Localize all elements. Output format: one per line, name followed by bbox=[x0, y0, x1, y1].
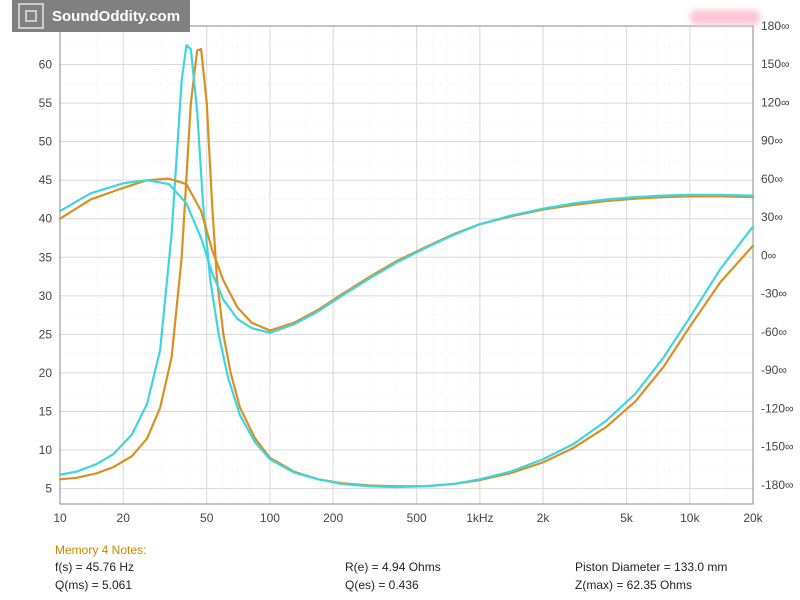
notes-row: f(s) = 45.76 Hz R(e) = 4.94 Ohms Piston … bbox=[55, 559, 795, 576]
svg-text:10k: 10k bbox=[680, 511, 700, 525]
svg-text:20: 20 bbox=[117, 511, 131, 525]
logo-square-icon bbox=[18, 3, 44, 29]
notes-cell: Q(es) = 0.436 bbox=[345, 577, 575, 594]
svg-text:50: 50 bbox=[39, 135, 53, 149]
svg-text:20: 20 bbox=[39, 366, 53, 380]
svg-text:0∞: 0∞ bbox=[761, 248, 776, 262]
memory-notes: Memory 4 Notes: f(s) = 45.76 Hz R(e) = 4… bbox=[55, 542, 795, 594]
svg-text:30: 30 bbox=[39, 289, 53, 303]
chart-svg: 10 20 50 100 200 500 1kHz 2k 5k 10k 20k 5 10 15 20 25 30… bbox=[5, 4, 795, 598]
svg-text:5k: 5k bbox=[620, 511, 634, 525]
svg-text:200: 200 bbox=[323, 511, 343, 525]
svg-text:30∞: 30∞ bbox=[761, 210, 783, 224]
svg-text:45: 45 bbox=[39, 173, 53, 187]
notes-cell: Q(ms) = 5.061 bbox=[55, 577, 345, 594]
notes-title: Memory 4 Notes: bbox=[55, 542, 795, 559]
watermark-logo: SoundOddity.com bbox=[12, 0, 190, 32]
impedance-phase-chart: 10 20 50 100 200 500 1kHz 2k 5k 10k 20k 5 10 15 20 25 30… bbox=[5, 4, 795, 598]
svg-text:15: 15 bbox=[39, 404, 53, 418]
svg-text:10: 10 bbox=[53, 511, 67, 525]
svg-text:-30∞: -30∞ bbox=[761, 287, 787, 301]
svg-text:60: 60 bbox=[39, 58, 53, 72]
svg-text:60∞: 60∞ bbox=[761, 172, 783, 186]
svg-text:5: 5 bbox=[45, 482, 52, 496]
notes-cell: Piston Diameter = 133.0 mm bbox=[575, 559, 795, 576]
svg-text:1kHz: 1kHz bbox=[466, 511, 493, 525]
svg-text:50: 50 bbox=[200, 511, 214, 525]
svg-text:40: 40 bbox=[39, 212, 53, 226]
svg-text:90∞: 90∞ bbox=[761, 134, 783, 148]
svg-text:55: 55 bbox=[39, 96, 53, 110]
notes-cell: f(s) = 45.76 Hz bbox=[55, 559, 345, 576]
svg-text:25: 25 bbox=[39, 327, 53, 341]
notes-row: Q(ms) = 5.061 Q(es) = 0.436 Z(max) = 62.… bbox=[55, 577, 795, 594]
svg-text:-60∞: -60∞ bbox=[761, 325, 787, 339]
svg-text:20k: 20k bbox=[743, 511, 763, 525]
svg-text:100: 100 bbox=[260, 511, 280, 525]
watermark-text: SoundOddity.com bbox=[52, 8, 180, 25]
svg-text:180∞: 180∞ bbox=[761, 19, 790, 33]
svg-text:-90∞: -90∞ bbox=[761, 363, 787, 377]
notes-cell: Z(max) = 62.35 Ohms bbox=[575, 577, 795, 594]
svg-text:500: 500 bbox=[407, 511, 427, 525]
notes-cell: R(e) = 4.94 Ohms bbox=[345, 559, 575, 576]
svg-text:2k: 2k bbox=[537, 511, 551, 525]
svg-text:120∞: 120∞ bbox=[761, 95, 790, 109]
svg-text:35: 35 bbox=[39, 250, 53, 264]
redaction-blob bbox=[690, 10, 760, 25]
svg-text:-180∞: -180∞ bbox=[761, 478, 794, 492]
svg-text:-120∞: -120∞ bbox=[761, 401, 794, 415]
svg-text:10: 10 bbox=[39, 443, 53, 457]
svg-text:150∞: 150∞ bbox=[761, 57, 790, 71]
svg-text:-150∞: -150∞ bbox=[761, 440, 794, 454]
